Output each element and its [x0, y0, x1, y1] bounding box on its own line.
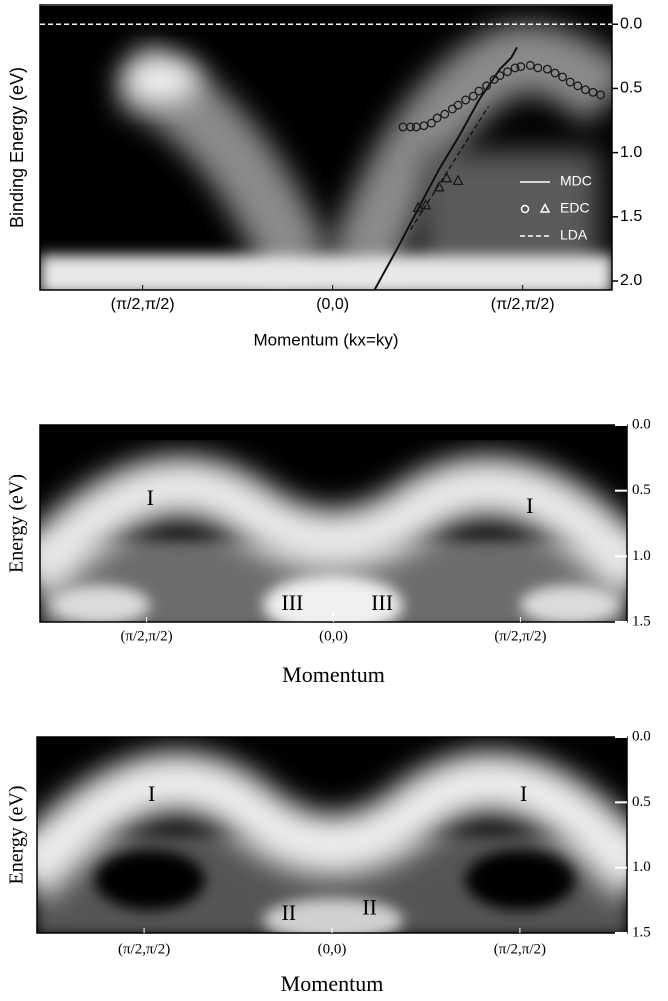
edc-point [558, 72, 568, 82]
annotation: II [362, 895, 377, 920]
edc-point [565, 77, 575, 87]
legend-symbol [539, 202, 551, 213]
edc-point [525, 60, 535, 70]
y-axis-label: Energy (eV) [6, 785, 28, 884]
edc-point [550, 68, 560, 78]
x-tick-label: (0,0) [319, 628, 348, 644]
intensity-map [40, 5, 612, 290]
edc-point [420, 198, 432, 210]
y-tick-label: 1.0 [632, 548, 651, 564]
edc-point [432, 113, 442, 123]
edc-point [542, 64, 552, 74]
edc-point [433, 180, 445, 192]
edc-point [533, 63, 543, 73]
edc-point [412, 201, 424, 212]
intensity-map [37, 737, 627, 933]
legend-symbol [520, 204, 530, 214]
x-axis-label: Momentum [281, 971, 384, 996]
edc-point [461, 95, 471, 105]
series-line [373, 46, 518, 291]
y-tick-label: 0.0 [632, 416, 651, 432]
annotation: III [281, 590, 303, 615]
annotation: II [281, 900, 296, 925]
y-tick-label: 1.0 [620, 144, 642, 161]
edc-point [441, 171, 453, 183]
x-axis-label: Momentum [282, 662, 385, 687]
edc-point [452, 174, 464, 186]
annotation: I [148, 781, 155, 806]
y-tick-label: 0.5 [632, 482, 651, 498]
panel: 0.0 0.5 1.0 1.5 (π/2,π/2) (0,0) (π/2,π/2) Momen… [6, 416, 651, 687]
x-axis-label: Momentum (kx=ky) [254, 330, 399, 349]
y-tick-label: 2.0 [620, 272, 642, 289]
x-tick-label: (0,0) [316, 296, 349, 313]
edc-point [419, 121, 429, 131]
annotation: I [526, 493, 533, 518]
y-axis-label: Binding Energy (eV) [7, 67, 27, 228]
edc-point [510, 63, 520, 73]
y-tick-label: 1.5 [632, 613, 651, 629]
x-tick-label: (π/2,π/2) [494, 941, 546, 957]
annotation: III [371, 590, 393, 615]
edc-point [588, 87, 598, 97]
series-line [410, 106, 490, 231]
y-tick-label: 0.0 [620, 15, 642, 32]
x-tick-label: (π/2,π/2) [494, 628, 546, 644]
edc-point [573, 81, 583, 91]
edc-point [427, 118, 436, 128]
edc-point [453, 100, 463, 110]
edc-point [440, 109, 450, 119]
edc-point [474, 86, 484, 96]
edc-point [503, 67, 512, 77]
y-tick-label: 0.5 [632, 794, 651, 810]
annotation: I [520, 781, 527, 806]
x-tick-label: (π/2,π/2) [118, 941, 170, 957]
annotation: I [147, 485, 154, 510]
edc-point [482, 81, 492, 91]
x-tick-label: (0,0) [318, 941, 347, 957]
x-tick-label: (π/2,π/2) [120, 628, 172, 644]
legend-label: EDC [560, 200, 590, 216]
edc-point [406, 122, 416, 132]
x-tick-label: (π/2,π/2) [111, 296, 175, 313]
y-tick-label: 1.5 [632, 924, 651, 940]
panel: 0.0 0.5 1.0 1.5 (π/2,π/2) (0,0) (π/2,π/2) Momen… [6, 728, 651, 996]
legend-label: LDA [560, 227, 588, 243]
edc-point [596, 90, 606, 100]
plot-frame [39, 4, 613, 291]
panel: 0.0 0.5 1.0 1.5 2.0 (π/2,π/2) (0,0) (π/2,π/2) Mo… [7, 15, 643, 349]
y-tick-label: 0.5 [620, 80, 642, 97]
y-tick-label: 1.5 [620, 208, 642, 225]
intensity-map [40, 425, 627, 622]
y-tick-label: 1.0 [632, 859, 651, 875]
edc-point [468, 91, 478, 101]
edc-point [516, 62, 526, 72]
edc-point [495, 71, 505, 81]
x-tick-label: (π/2,π/2) [491, 296, 555, 313]
legend-label: MDC [560, 173, 592, 189]
y-axis-label: Energy (eV) [6, 474, 28, 573]
edc-point [580, 85, 590, 95]
y-tick-label: 0.0 [632, 728, 651, 744]
